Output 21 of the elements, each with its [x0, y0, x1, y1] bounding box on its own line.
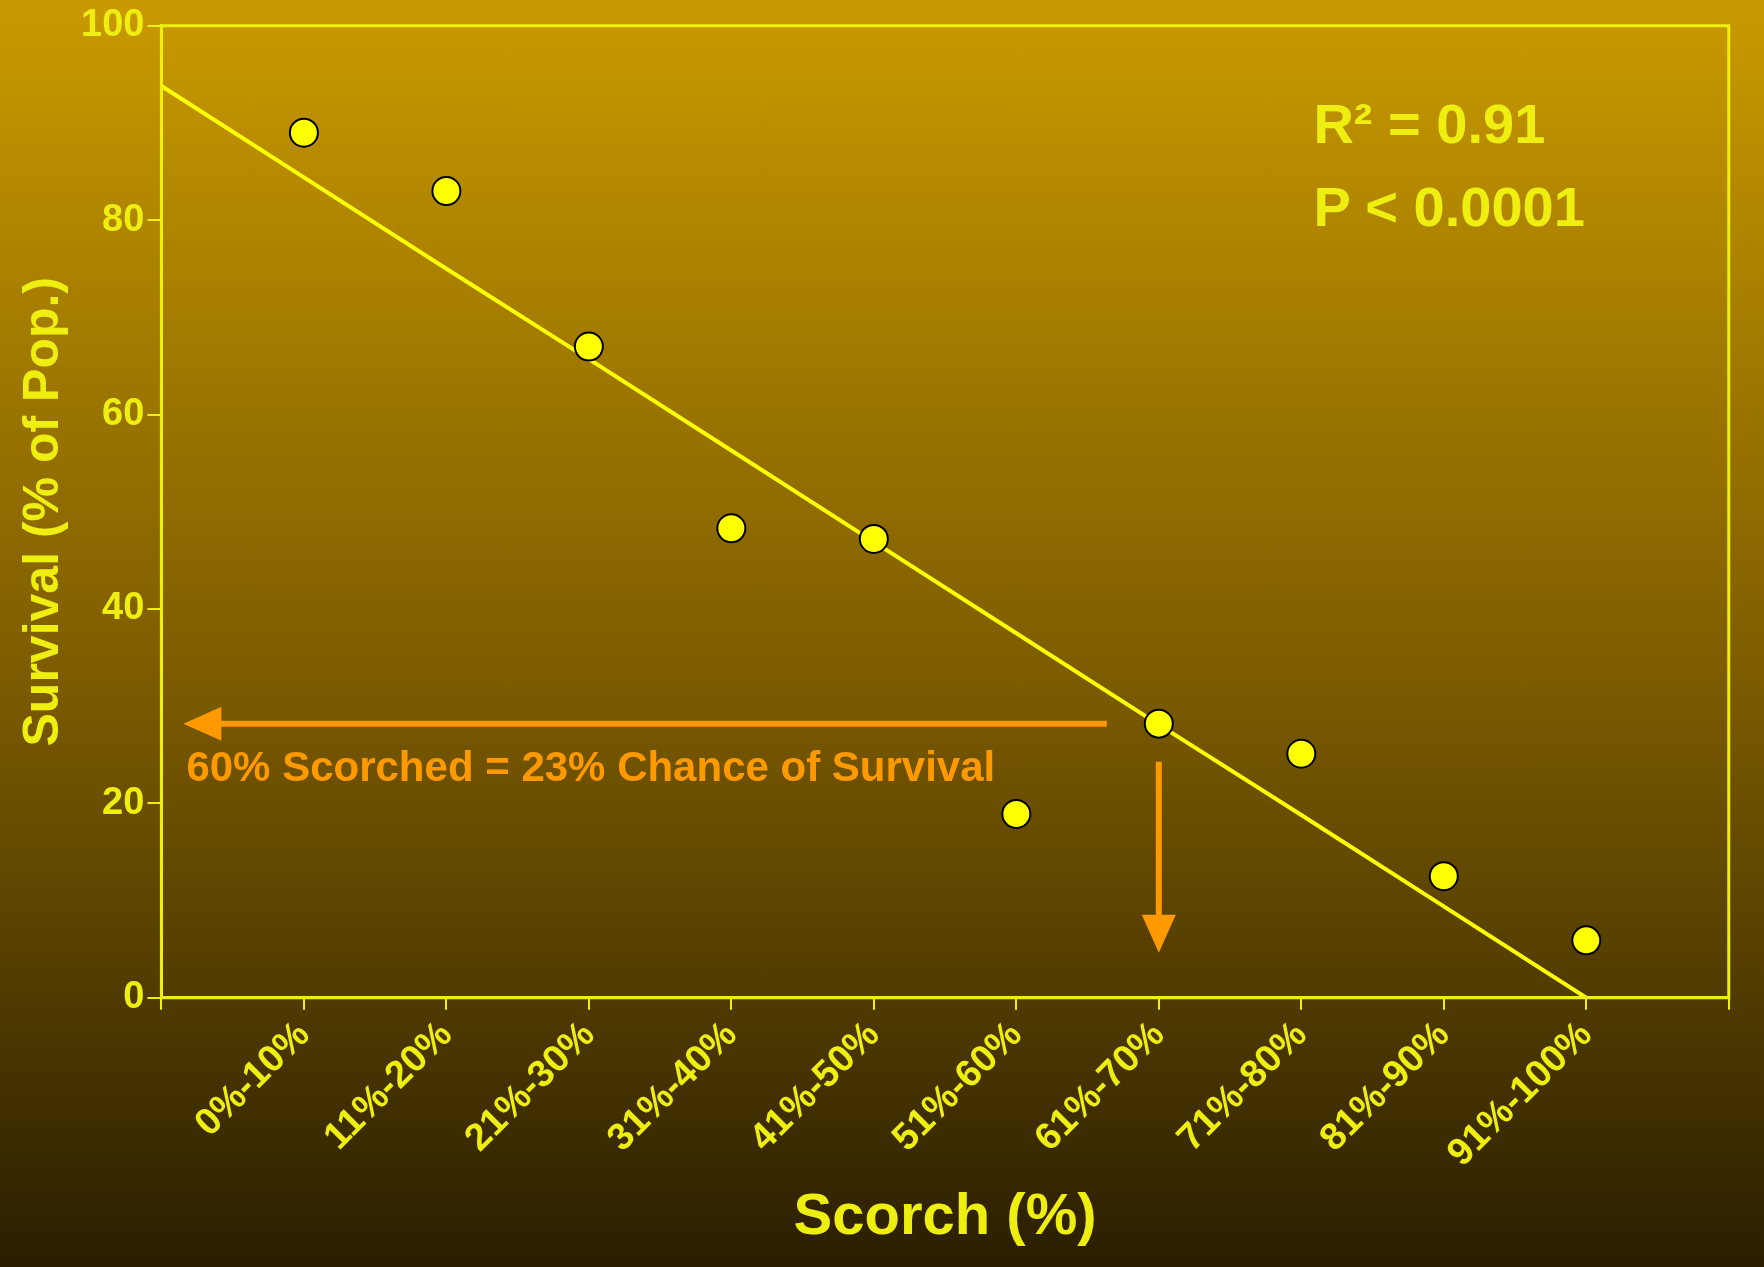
point [716, 513, 747, 544]
point [1571, 925, 1602, 956]
x-axis-title: Scorch (%) [793, 1181, 1097, 1247]
y-tick-label: 80 [102, 196, 145, 239]
annotation: 60% Scorched = 23% Chance of Survival [186, 742, 996, 790]
y-tick-label: 100 [81, 2, 145, 45]
y-tick-label: 0 [123, 974, 145, 1017]
point [1143, 708, 1174, 739]
point [1001, 799, 1032, 830]
y-tick-label: 60 [102, 391, 145, 434]
y-tick-label: 40 [102, 585, 145, 628]
annotation: R² = 0.91 [1313, 92, 1546, 156]
point [1428, 861, 1459, 892]
y-axis-title: Survival (% of Pop.) [12, 276, 69, 747]
point [288, 117, 319, 148]
y-tick-label: 20 [102, 779, 145, 822]
point [431, 176, 462, 207]
annotation: P < 0.0001 [1313, 174, 1585, 238]
point [573, 331, 604, 362]
point [1286, 738, 1317, 769]
point [858, 523, 889, 554]
